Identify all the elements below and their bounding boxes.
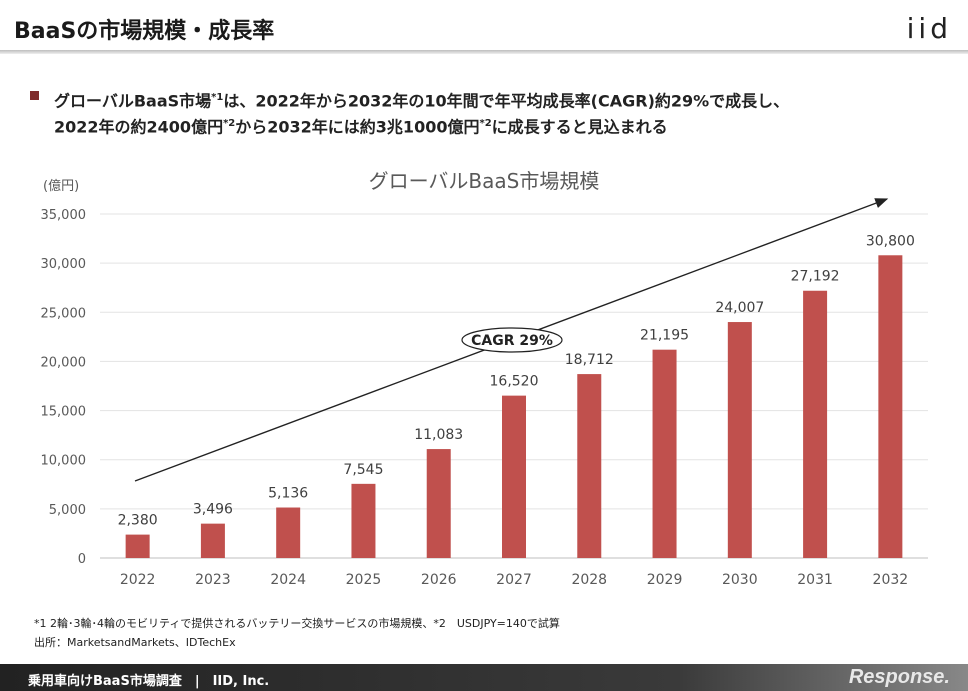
bar [426,449,451,558]
cagr-callout [461,327,563,353]
summary-bullet: グローバルBaaS市場*1は、2022年から2032年の10年間で年平均成長率(… [30,86,950,139]
bar [727,322,752,558]
data-label: 7,545 [343,462,383,478]
x-tick-label: 2027 [496,572,532,588]
bar [878,255,903,558]
data-label: 3,496 [193,502,233,518]
bar [200,523,225,558]
x-tick-label: 2029 [647,572,683,588]
data-label: 2,380 [118,513,158,529]
chart-title: グローバルBaaS市場規模 [369,169,600,193]
bar [125,534,150,558]
x-tick-label: 2032 [873,572,909,588]
bar [276,507,301,558]
source-note: 出所：MarketsandMarkets、IDTechEx [34,636,236,649]
bullet-square-icon [30,91,39,100]
bar [351,483,376,558]
y-tick-label: 30,000 [41,257,87,272]
y-tick-label: 15,000 [41,405,87,420]
bar [502,395,526,558]
data-label: 18,712 [565,352,614,368]
x-tick-label: 2031 [797,572,833,588]
x-tick-label: 2024 [270,572,306,588]
footer-bar: 乗用車向けBaaS市場調査 | IID, Inc. Response. [0,664,968,691]
footer-text: 乗用車向けBaaS市場調査 | IID, Inc. [28,674,270,689]
x-tick-label: 2026 [421,572,457,588]
bar [577,374,602,558]
bar [803,290,828,558]
page-title: BaaSの市場規模・成長率 [14,19,275,44]
y-tick-label: 20,000 [41,355,87,370]
y-unit-label: (億円) [43,178,79,194]
bar [652,349,677,558]
x-tick-label: 2030 [722,572,758,588]
y-tick-label: 5,000 [49,503,86,518]
company-logo: iid [906,12,952,45]
x-tick-label: 2025 [346,572,382,588]
x-tick-label: 2028 [571,572,607,588]
y-tick-label: 35,000 [41,208,87,223]
y-tick-label: 25,000 [41,306,87,321]
x-tick-label: 2022 [120,572,156,588]
summary-text: グローバルBaaS市場*1は、2022年から2032年の10年間で年平均成長率(… [54,91,790,137]
data-label: 30,800 [866,233,915,249]
y-tick-label: 10,000 [41,454,87,469]
data-label: 5,136 [268,486,308,502]
cagr-label: CAGR 29% [471,333,553,349]
data-label: 21,195 [640,328,689,344]
footnote: *1 2輪･3輪･4輪のモビリティで提供されるバッテリー交換サービスの市場規模、… [34,617,560,630]
header-divider [0,50,968,54]
x-tick-label: 2023 [195,572,231,588]
bar-chart: グローバルBaaS市場規模 (億円) 2,380 3,496 5,136 7,545 1… [41,169,928,588]
data-label: 27,192 [791,269,840,285]
y-tick-label: 0 [78,552,86,567]
data-label: 16,520 [490,374,539,390]
watermark-logo: Response. [848,666,950,688]
data-label: 24,007 [715,300,764,316]
data-label: 11,083 [414,427,463,443]
